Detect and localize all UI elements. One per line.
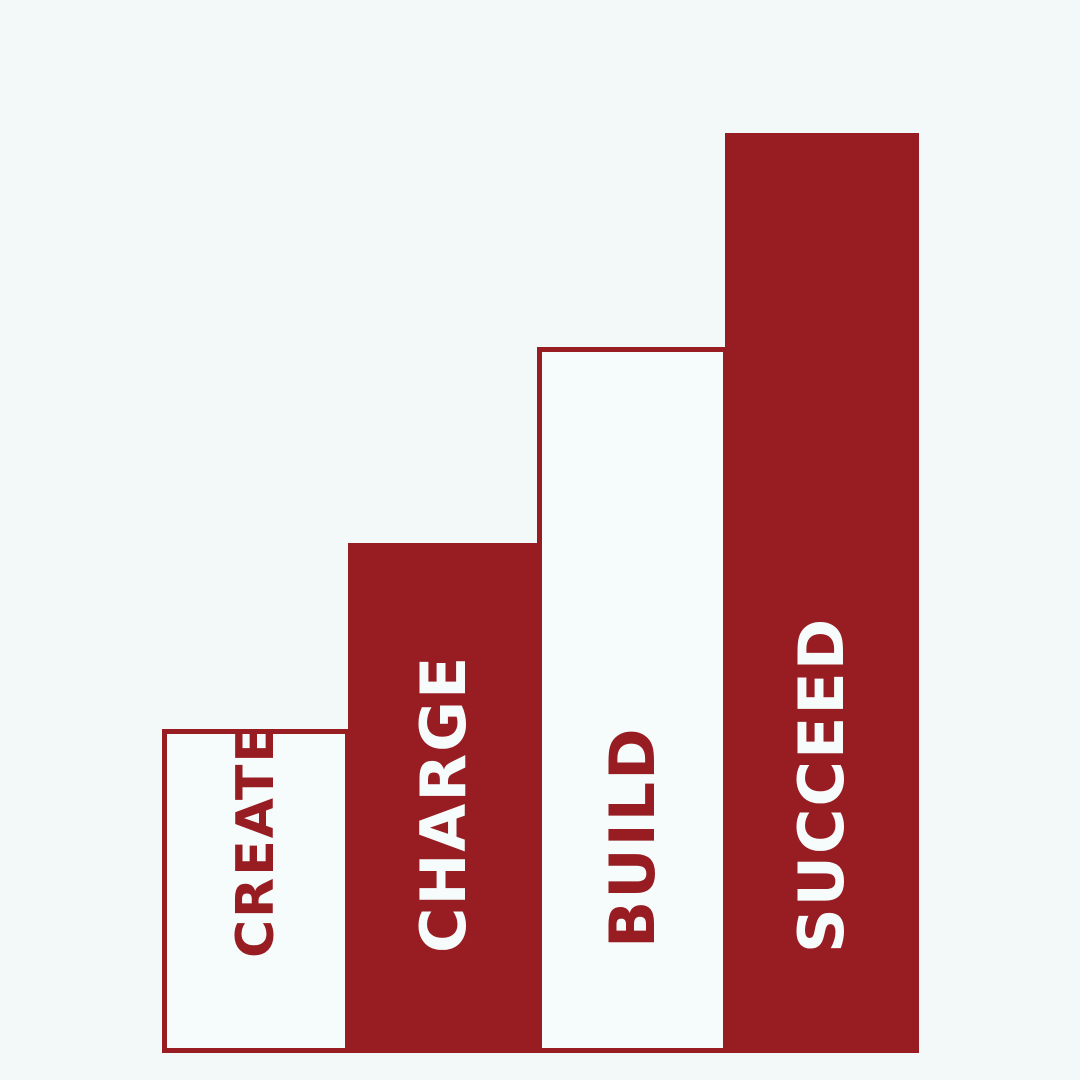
step-build: BUILD [537, 347, 728, 1053]
step-succeed-label: SUCCEED [785, 616, 858, 953]
step-charge: CHARGE [348, 543, 540, 1053]
step-charge-label: CHARGE [407, 654, 480, 953]
step-create-label: CREATE [226, 725, 286, 958]
step-build-label: BUILD [595, 726, 669, 948]
step-create: CREATE [162, 725, 350, 1053]
step-succeed: SUCCEED [725, 133, 919, 1053]
